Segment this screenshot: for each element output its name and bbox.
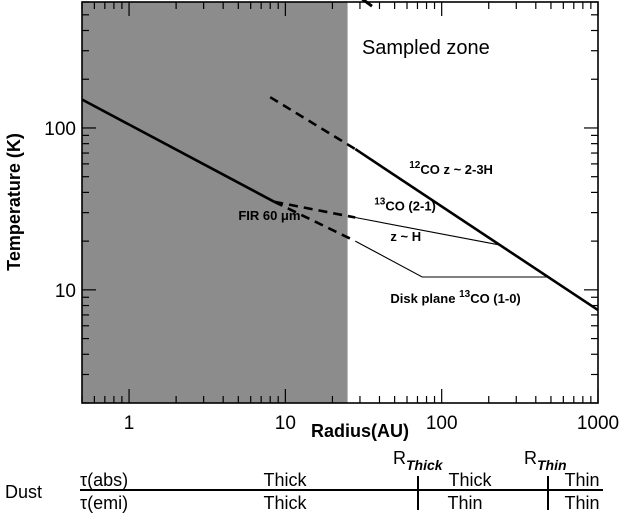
ticks-layer: 1 10 100 1000 10 100 — [44, 1, 619, 434]
series-line-3 — [269, 96, 356, 151]
emi-inner: Thick — [263, 493, 307, 513]
boundary-r-thin: RThin — [524, 448, 567, 473]
annotation-12co: 12CO z ~ 2-3H — [409, 160, 493, 177]
boundary-r-thin-sub: Thin — [537, 457, 567, 473]
x-axis-label: Radius(AU) — [311, 421, 409, 441]
annotation-z-h: z ~ H — [390, 229, 421, 244]
tau-emi-label: τ(emi) — [80, 493, 128, 513]
emi-middle: Thin — [447, 493, 482, 513]
annotation-12co-main: CO z ~ 2-3H — [420, 162, 493, 177]
series-line-4 — [354, 148, 599, 312]
series-layer — [81, 96, 599, 312]
sampled-zone-label: Sampled zone — [362, 37, 490, 59]
annotation-disk-main: Disk plane — [390, 291, 459, 306]
annotation-12co-sup: 12 — [409, 160, 421, 171]
y-tick-label: 100 — [44, 119, 76, 140]
shaded-region — [82, 2, 348, 403]
tau-abs-label: τ(abs) — [80, 470, 128, 490]
dust-label: Dust — [5, 482, 42, 502]
annotation-disk-plane-13co-1-0: Disk plane 13CO (1-0) — [390, 289, 520, 306]
x-tick-label: 1 — [124, 413, 135, 434]
x-tick-label: 100 — [426, 413, 458, 434]
abs-middle: Thick — [448, 470, 492, 490]
annotation-disk-tail: CO (1-0) — [470, 291, 521, 306]
y-tick-label: 10 — [55, 281, 76, 302]
x-tick-label: 1000 — [577, 413, 619, 434]
annotation-disk-sup: 13 — [459, 289, 471, 300]
emi-outer: Thin — [564, 493, 599, 513]
series-line-5 — [355, 216, 499, 246]
series-line-6 — [355, 240, 549, 278]
boundary-r-thick-prefix: R — [393, 448, 406, 468]
annotation-13co-2-1-main: CO (2-1) — [385, 198, 436, 213]
series-line-2 — [273, 200, 356, 243]
boundary-r-thick-sub: Thick — [406, 457, 444, 473]
annotation-13co-2-1-sup: 13 — [374, 196, 386, 207]
annotation-13co-2-1: 13CO (2-1) — [374, 196, 436, 213]
boundary-r-thick: RThick — [393, 448, 444, 473]
sampled-zone-arrow-head — [361, 0, 373, 8]
plot-frame — [81, 1, 599, 404]
abs-outer: Thin — [564, 470, 599, 490]
abs-inner: Thick — [263, 470, 307, 490]
series-line-1 — [274, 200, 356, 219]
series-line-0 — [81, 98, 275, 203]
boundary-r-thin-prefix: R — [524, 448, 537, 468]
x-tick-label: 10 — [275, 413, 296, 434]
annotation-fir-60um: FIR 60 μm — [238, 208, 300, 223]
y-axis-label: Temperature (K) — [4, 133, 24, 271]
